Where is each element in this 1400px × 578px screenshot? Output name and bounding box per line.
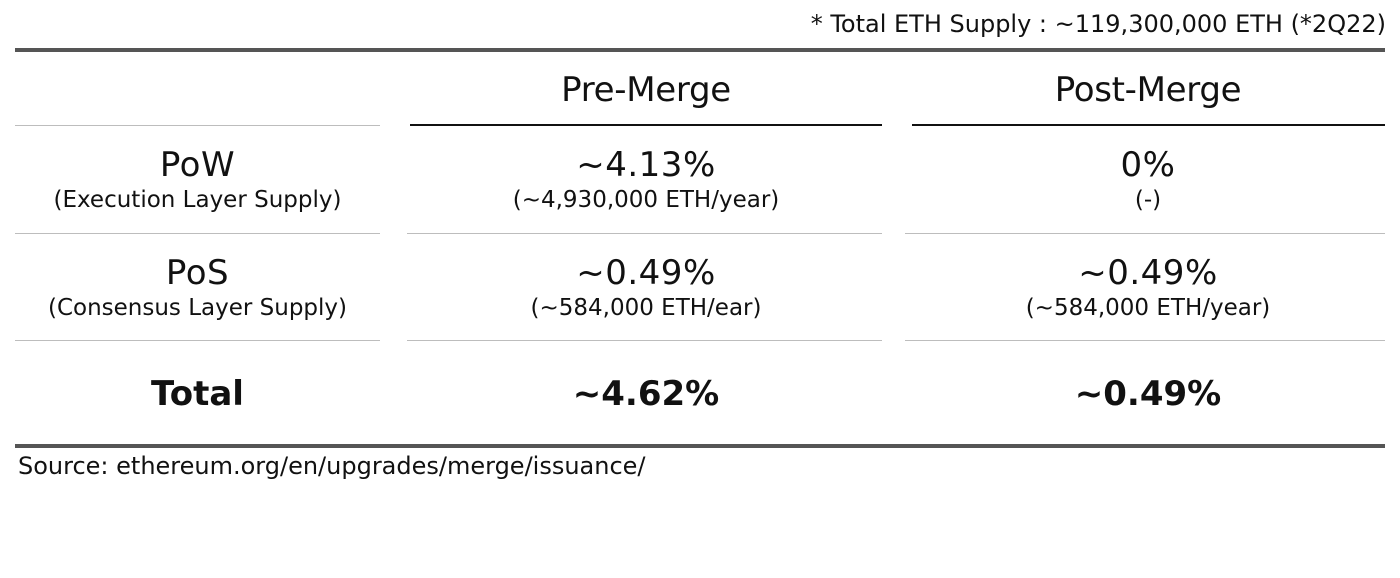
row-sublabel: (Execution Layer Supply) [53,187,342,213]
table-row-pos-pre: ~0.49% (~584,000 ETH/ear) [410,236,882,340]
cell-subvalue: (~584,000 ETH/ear) [530,295,762,321]
total-supply-footnote: * Total ETH Supply : ~119,300,000 ETH (*… [810,10,1386,38]
row-label: PoW [159,145,236,185]
row-divider [15,340,380,341]
total-pre-merge: ~4.62% [572,374,720,414]
header-post-merge-underline [912,124,1385,126]
row-divider [905,233,1385,234]
issuance-table: Pre-Merge Post-Merge PoW (Execution Laye… [15,48,1385,448]
cell-value: ~0.49% [1078,253,1218,293]
cell-value: ~4.13% [576,145,716,185]
header-label-divider [15,125,380,126]
table-row-pos-label: PoS (Consensus Layer Supply) [15,236,380,340]
table-row-pow-post: 0% (-) [912,128,1384,232]
source-note: Source: ethereum.org/en/upgrades/merge/i… [18,452,646,480]
total-label: Total [151,374,244,414]
cell-subvalue: (-) [1134,187,1162,213]
total-post-merge: ~0.49% [1074,374,1222,414]
table-top-border [15,48,1385,52]
row-divider [905,340,1385,341]
cell-subvalue: (~4,930,000 ETH/year) [512,187,780,213]
row-divider [407,340,882,341]
row-label: PoS [165,253,230,293]
row-divider [407,233,882,234]
header-pre-merge-underline [410,124,882,126]
table-row-pow-pre: ~4.13% (~4,930,000 ETH/year) [410,128,882,232]
cell-value: 0% [1120,145,1176,185]
table-row-pow-label: PoW (Execution Layer Supply) [15,128,380,232]
cell-subvalue: (~584,000 ETH/year) [1025,295,1271,321]
row-sublabel: (Consensus Layer Supply) [47,295,348,321]
cell-value: ~0.49% [576,253,716,293]
table-bottom-border [15,444,1385,448]
header-pre-merge: Pre-Merge [561,70,731,110]
row-divider [15,233,380,234]
table-row-pos-post: ~0.49% (~584,000 ETH/year) [912,236,1384,340]
header-post-merge: Post-Merge [1054,70,1242,110]
